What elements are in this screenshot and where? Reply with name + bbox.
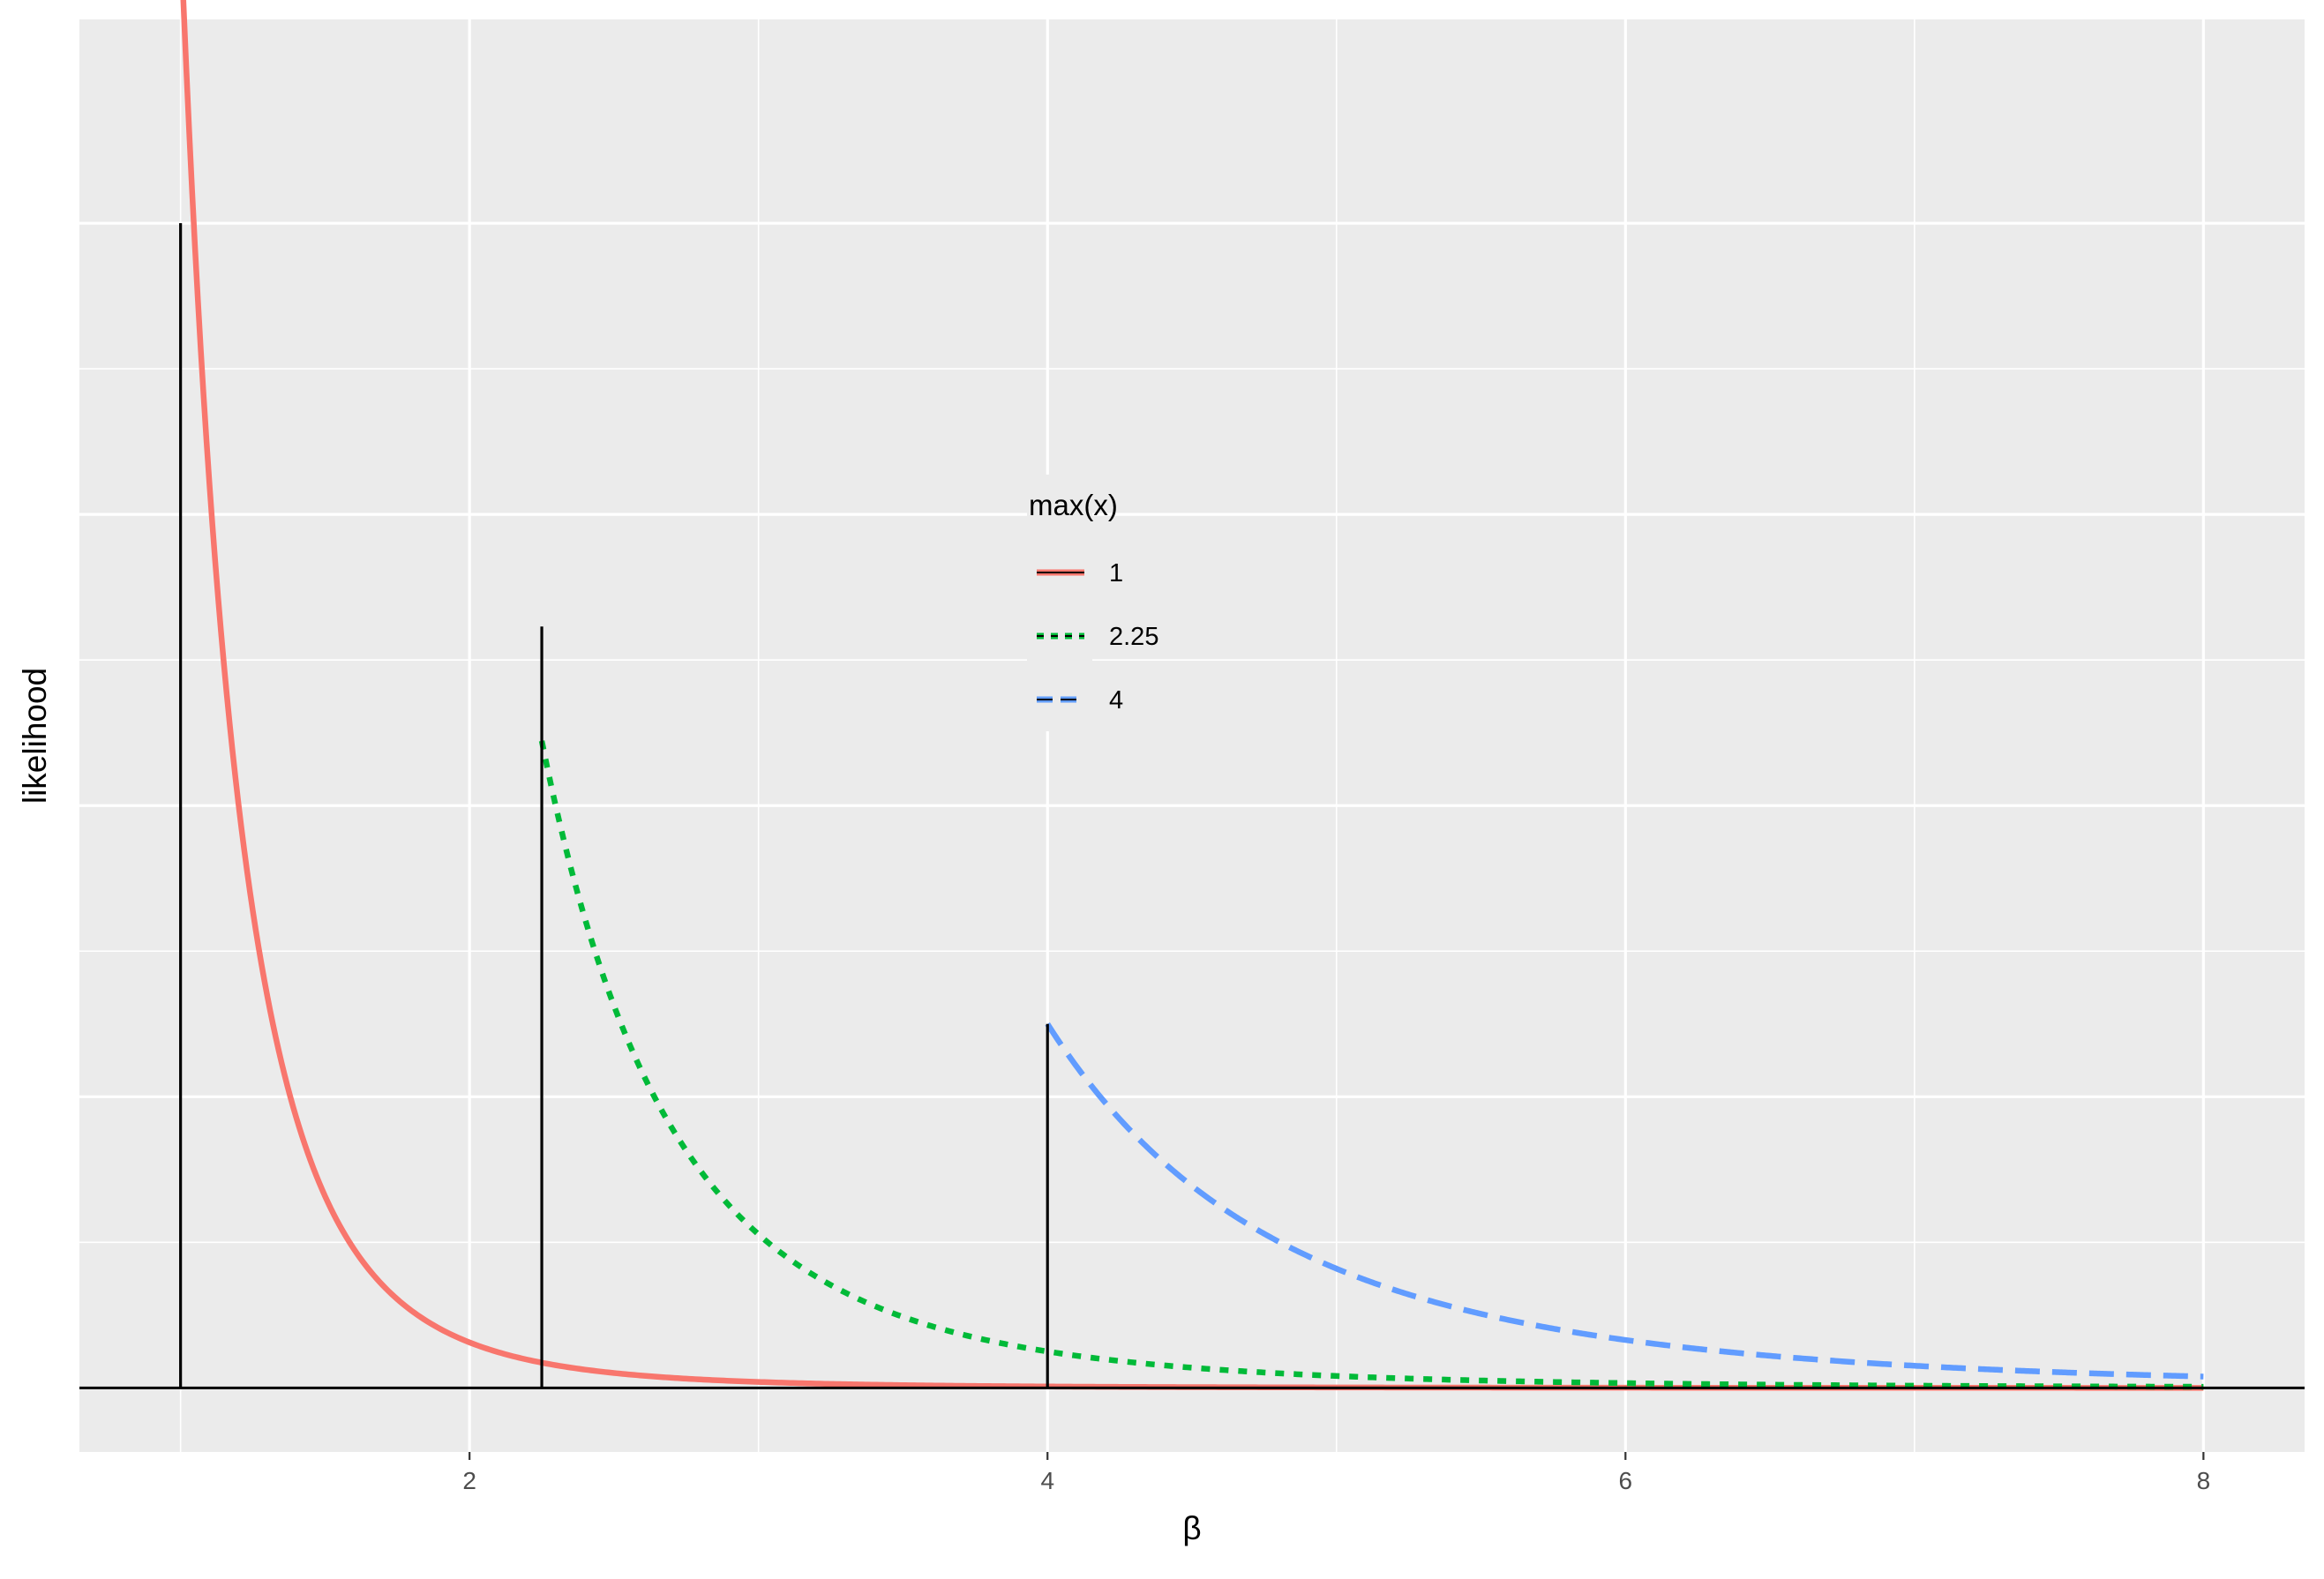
legend-label-1: 1 (1109, 559, 1123, 587)
x-tick-label: 6 (1619, 1467, 1633, 1494)
series-line-4 (1045, 1022, 2204, 1380)
x-tick-label: 2 (462, 1467, 476, 1494)
plot-panel (79, 19, 2305, 1452)
series-line-2.25 (538, 740, 2204, 1390)
legend-title: max(x) (1029, 489, 1118, 521)
x-tick-label: 4 (1040, 1467, 1054, 1494)
legend-entries: 1 2.25 4 (1029, 543, 1158, 731)
x-axis-ticks: 2 4 6 8 (462, 1452, 2210, 1494)
x-axis-title: β (1182, 1510, 1201, 1546)
legend-label-4: 4 (1109, 686, 1123, 715)
legend-label-2.25: 2.25 (1109, 623, 1158, 651)
vertical-lines (179, 223, 1049, 1388)
legend: max(x) 1 2.25 4 (1027, 475, 1158, 731)
grid-minor (79, 19, 2305, 1452)
y-axis-title: likelihood (17, 668, 53, 804)
x-tick-label: 8 (2197, 1467, 2211, 1494)
